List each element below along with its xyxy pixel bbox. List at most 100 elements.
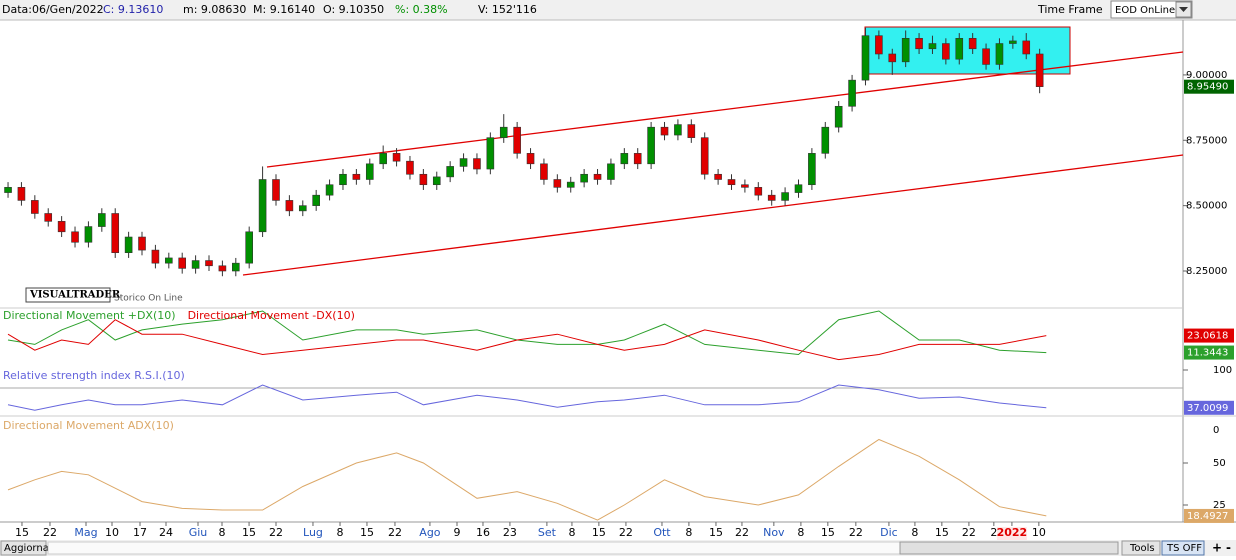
candle-body [138,236,146,251]
candle-body [312,194,320,206]
zoom-out[interactable]: - [1226,541,1231,555]
last-price-badge [1184,79,1234,94]
candle-body [124,236,133,254]
legend-label: Relative strength index R.S.I.(10) [3,369,185,382]
candle-body [231,262,240,272]
time-frame-select[interactable] [1110,0,1193,19]
candle-body [848,79,856,107]
candle-body [71,231,79,243]
candle-body [687,124,696,138]
candle-body [473,158,481,170]
legend-label: Directional Movement ADX(10) [3,419,174,432]
candle-body [968,38,977,50]
y-tick-label: 8.75000 [1186,135,1227,146]
candle-body [245,231,253,264]
candle-body [17,187,26,201]
candle-body [84,226,93,243]
toolbar-field: C: 9.13610 [103,3,163,16]
candle-body [178,257,187,269]
candle-body [57,221,66,233]
candle-body [620,153,629,165]
candle-body [191,260,200,269]
candle-body [834,105,843,128]
candle-body [942,43,950,60]
range-box [864,26,1071,75]
indicator-line [7,310,1047,356]
candle-body [1035,53,1044,87]
x-tick-label: Dic [880,526,898,539]
indicator-line [7,384,1047,411]
x-tick-label: 8 [797,526,804,539]
last-value-label: 23.0618 [1187,331,1228,342]
dropdown-arrow [1179,7,1188,12]
candle-body [499,126,508,138]
ts-label[interactable]: TS OFF [1166,543,1202,554]
candle-body [419,173,428,186]
y-tick-label: 100 [1213,365,1232,376]
toolbar-field: %: 0.38% [395,3,448,16]
x-tick-label: Mag [74,526,97,539]
candle-body [205,260,213,267]
trend-line [266,51,1184,168]
x-tick-label: Lug [303,526,323,539]
candle-body [258,179,267,233]
candle-body [982,48,990,65]
x-tick-label: Nov [763,526,785,539]
x-tick-label: 22 [269,526,283,539]
toolbar-field: V: 152'116 [478,3,537,16]
indicator-line [7,319,1047,361]
x-tick-label: 15 [935,526,949,539]
candle-body [928,43,937,50]
time-frame-label: Time Frame [1037,3,1103,16]
scrollbar-track[interactable] [47,541,901,555]
refresh-label[interactable]: Aggiorna [4,543,49,554]
candle-body [1022,40,1031,55]
candle-body [741,184,749,188]
candle-body [674,124,682,136]
last-value-badge [1184,328,1234,343]
candle-body [298,205,307,212]
candle-body [714,173,722,180]
tools-label[interactable]: Tools [1129,543,1155,554]
x-tick-label: 15 [360,526,374,539]
x-tick-label: 8 [218,526,225,539]
candle-body [432,176,441,186]
time-frame-value[interactable]: EOD OnLine [1115,5,1175,16]
candle-body [446,166,454,178]
last-value-badge [1184,345,1234,360]
x-tick-label: 22 [735,526,749,539]
candle-body [285,200,294,212]
logo-brand: VISUALTRADER [29,290,121,301]
refresh-button[interactable] [0,540,47,556]
candle-body [607,163,615,180]
candle-body [647,126,655,165]
x-tick-label: 22 [849,526,863,539]
ts-button[interactable] [1161,540,1205,556]
candle-body [808,153,816,186]
x-tick-label: 22 [388,526,402,539]
toolbar-field: M: 9.16140 [253,3,315,16]
candle-body [272,179,280,201]
tools-button[interactable] [1121,540,1161,556]
last-value-badge [1184,400,1234,415]
x-tick-label: 8 [685,526,692,539]
y-tick-label: 9.00000 [1186,70,1227,81]
candle-body [660,126,669,136]
legend-label: Directional Movement -DX(10) [188,309,355,322]
toolbar-field: O: 9.10350 [323,3,384,16]
x-tick-label: 8 [568,526,575,539]
indicator-line [7,438,1047,521]
candle-body [379,153,387,165]
x-tick-label: 15 [242,526,256,539]
zoom-in[interactable]: + [1212,541,1222,555]
candle-body [727,179,736,186]
toolbar-field: m: 9.08630 [183,3,246,16]
last-value-label: 11.3443 [1187,348,1228,359]
candle-body [218,265,227,272]
y-tick-label: 8.25000 [1186,266,1227,277]
x-tick-label: Set [538,526,557,539]
scrollbar-thumb[interactable] [899,541,1119,555]
x-tick-label: 10 [1032,526,1046,539]
last-value-badge [1184,508,1234,523]
